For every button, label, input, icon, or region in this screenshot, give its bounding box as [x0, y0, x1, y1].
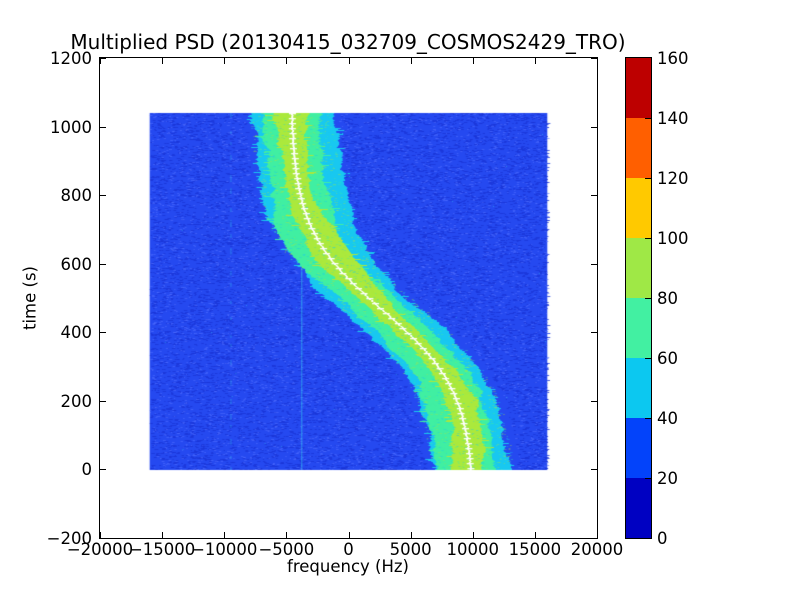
colorbar-tick-mark: [645, 238, 651, 239]
y-tick-mark-right: [591, 126, 597, 128]
x-tick-mark-top: [410, 58, 412, 64]
spectrogram-canvas: [100, 58, 597, 538]
y-tick-mark-left: [100, 58, 106, 59]
x-tick-mark-top: [472, 58, 474, 64]
colorbar-tick-mark: [645, 418, 651, 419]
y-tick-label: 0: [81, 460, 93, 480]
y-tick-label: 1200: [50, 48, 92, 68]
y-tick-mark-left: [100, 538, 106, 539]
colorbar-tick-mark: [645, 298, 651, 299]
colorbar-tick-mark: [645, 358, 651, 359]
colorbar-segment: [626, 118, 651, 178]
y-tick-mark-left: [100, 126, 106, 128]
colorbar-segment: [626, 298, 651, 358]
y-tick-mark-right: [591, 469, 597, 471]
x-tick-label: −15000: [128, 540, 196, 559]
colorbar-tick-mark: [645, 118, 651, 119]
x-tick-label: −10000: [191, 540, 258, 559]
x-tick-mark-bottom: [597, 532, 598, 538]
y-tick-mark-left: [100, 400, 106, 402]
colorbar-tick-label: 120: [657, 168, 689, 188]
y-tick-label: 400: [60, 323, 93, 343]
x-tick-mark-bottom: [224, 532, 226, 538]
x-tick-mark-top: [534, 58, 536, 64]
x-axis-label: frequency (Hz): [287, 557, 409, 576]
x-tick-mark-bottom: [534, 532, 536, 538]
x-tick-label: −20000: [66, 540, 134, 559]
y-axis-label: time (s): [20, 266, 40, 330]
plot-area: [99, 57, 598, 539]
y-tick-label: 800: [60, 186, 93, 206]
x-tick-label: 10000: [446, 540, 500, 559]
y-tick-mark-right: [591, 332, 597, 334]
colorbar-segment: [626, 418, 651, 478]
colorbar-tick-label: 40: [657, 408, 678, 428]
y-tick-label: 1000: [50, 117, 92, 137]
y-tick-mark-left: [100, 195, 106, 197]
x-tick-mark-bottom: [348, 532, 350, 538]
y-tick-mark-right: [591, 195, 597, 197]
x-tick-mark-bottom: [410, 532, 412, 538]
y-tick-mark-right: [591, 538, 597, 539]
x-tick-mark-top: [348, 58, 350, 64]
x-tick-mark-top: [286, 58, 288, 64]
y-tick-mark-right: [591, 400, 597, 402]
x-tick-label: −5000: [258, 540, 315, 559]
colorbar-tick-mark: [645, 178, 651, 179]
x-tick-mark-bottom: [100, 532, 101, 538]
colorbar-tick-mark: [645, 478, 651, 479]
y-tick-label: 600: [60, 254, 93, 274]
x-tick-mark-top: [100, 58, 101, 64]
y-tick-mark-left: [100, 263, 106, 265]
y-tick-mark-left: [100, 332, 106, 334]
x-tick-mark-bottom: [472, 532, 474, 538]
x-tick-label: 5000: [389, 540, 432, 559]
y-tick-mark-right: [591, 58, 597, 59]
y-tick-label: 200: [60, 391, 93, 411]
x-tick-mark-bottom: [286, 532, 288, 538]
colorbar-segment: [626, 238, 651, 298]
colorbar-segment: [626, 478, 651, 538]
x-tick-label: 15000: [508, 540, 562, 559]
chart-title: Multiplied PSD (20130415_032709_COSMOS24…: [70, 30, 626, 54]
colorbar-tick-label: 60: [657, 348, 678, 368]
colorbar-tick-label: 20: [657, 468, 678, 488]
x-tick-label: 20000: [570, 540, 624, 559]
x-tick-mark-bottom: [162, 532, 164, 538]
colorbar-segment: [626, 178, 651, 238]
colorbar-tick-label: 100: [657, 228, 689, 248]
x-tick-mark-top: [597, 58, 598, 64]
x-tick-mark-top: [224, 58, 226, 64]
y-tick-mark-right: [591, 263, 597, 265]
colorbar-tick-label: 160: [657, 48, 689, 68]
colorbar-segment: [626, 58, 651, 118]
colorbar-tick-label: 0: [657, 528, 668, 548]
colorbar: [625, 57, 652, 539]
colorbar-segment: [626, 358, 651, 418]
y-tick-mark-left: [100, 469, 106, 471]
colorbar-tick-label: 140: [657, 108, 689, 128]
colorbar-tick-label: 80: [657, 288, 678, 308]
y-tick-label: −200: [46, 528, 92, 548]
x-tick-label: 0: [343, 540, 354, 559]
x-tick-mark-top: [162, 58, 164, 64]
